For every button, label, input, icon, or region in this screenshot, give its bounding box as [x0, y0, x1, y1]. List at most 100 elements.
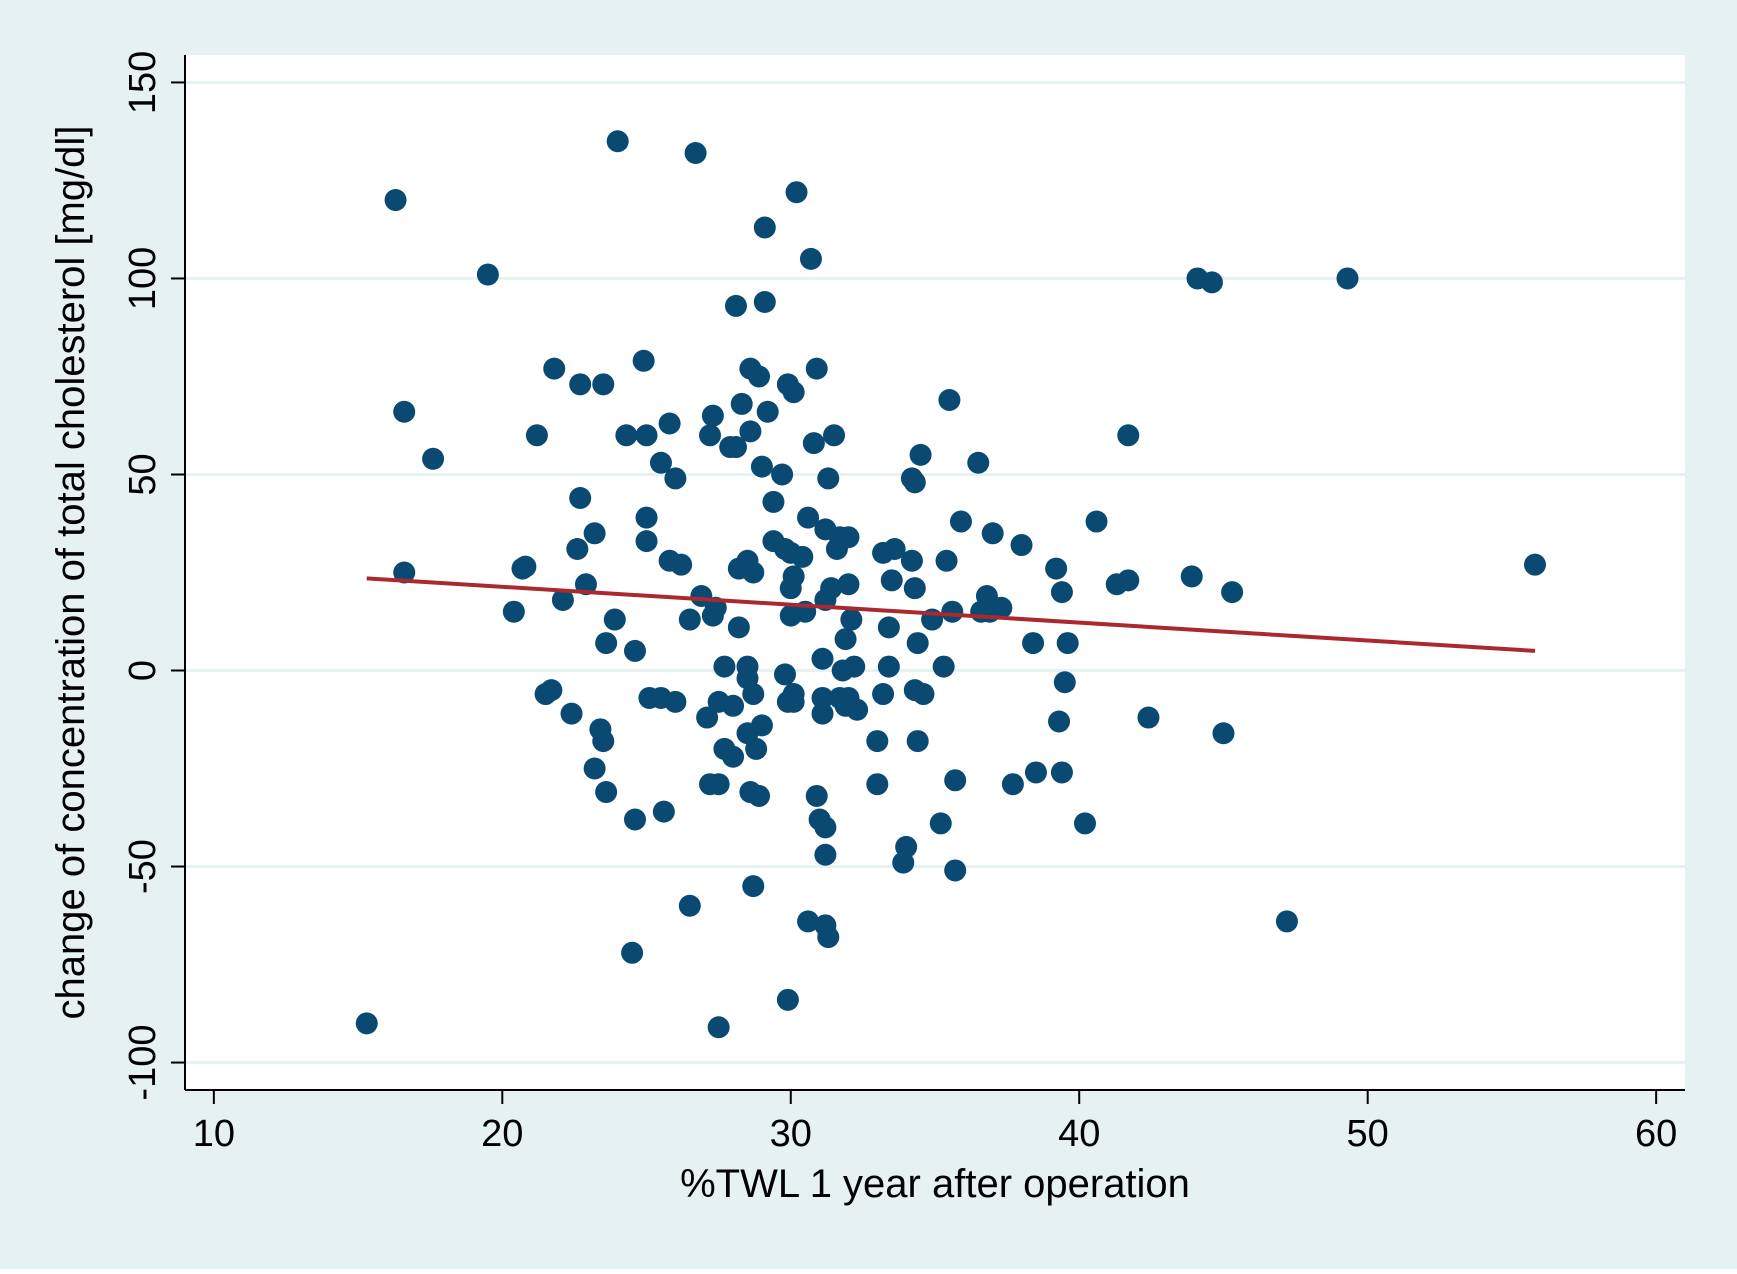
data-point [621, 941, 644, 964]
plot-area [185, 55, 1685, 1090]
data-point [866, 730, 889, 753]
data-point [566, 537, 589, 560]
data-point [724, 436, 747, 459]
data-point [817, 467, 840, 490]
data-point [355, 1012, 378, 1035]
data-point [742, 561, 765, 584]
data-point [1045, 557, 1068, 580]
fit-line [366, 576, 1536, 653]
data-point [722, 745, 745, 768]
data-point [912, 683, 935, 706]
data-point [1074, 812, 1096, 835]
data-point [1117, 569, 1140, 592]
data-point [1048, 710, 1071, 733]
data-point [805, 784, 828, 807]
data-point [944, 859, 967, 882]
data-point [750, 714, 773, 737]
x-tick-label: 50 [1347, 1113, 1389, 1155]
data-point [935, 549, 958, 572]
x-tick-label: 40 [1058, 1113, 1100, 1155]
data-point [782, 381, 805, 404]
data-point [670, 553, 693, 576]
data-point [615, 424, 638, 447]
data-point [624, 808, 646, 831]
axes: 10 20 30 40 50 60 -100 -50 0 50 100 150 [122, 51, 1685, 1155]
data-point [722, 694, 745, 717]
data-point [664, 690, 687, 713]
data-point [906, 730, 929, 753]
data-point [1050, 761, 1073, 784]
data-point [592, 730, 615, 753]
data-point [569, 487, 592, 510]
data-point [837, 573, 860, 596]
data-point [514, 555, 537, 578]
data-point [1024, 761, 1047, 784]
data-point [797, 506, 820, 529]
data-point [906, 632, 929, 655]
data-point [866, 773, 889, 796]
data-point [872, 683, 895, 706]
data-point [560, 702, 583, 725]
data-point [635, 530, 658, 553]
y-tick-label: 0 [122, 660, 164, 681]
y-axis-label: change of concentration of total cholest… [49, 126, 93, 1020]
y-tick-label: -100 [122, 1025, 164, 1101]
data-point [990, 596, 1013, 619]
data-point [540, 679, 563, 702]
data-point [880, 569, 903, 592]
data-point [823, 424, 846, 447]
data-point [583, 757, 606, 780]
data-point [753, 216, 776, 239]
data-point [843, 655, 866, 678]
data-point [909, 443, 932, 466]
data-point [967, 451, 990, 474]
data-point [883, 537, 906, 560]
data-point [785, 181, 808, 204]
data-point [724, 294, 747, 317]
data-point [938, 389, 961, 411]
data-point [476, 263, 499, 286]
data-point [840, 608, 863, 631]
data-point [799, 247, 822, 270]
x-axis-label: %TWL 1 year after operation [680, 1162, 1190, 1206]
data-point [771, 463, 794, 486]
data-point [1212, 722, 1235, 745]
data-point [1085, 510, 1108, 533]
data-point [750, 455, 773, 478]
data-point [502, 600, 525, 623]
data-point [1117, 424, 1140, 447]
data-point [782, 565, 805, 588]
y-tick-label: 50 [122, 453, 164, 495]
x-tick-label: 60 [1635, 1113, 1677, 1155]
x-tick-label: 10 [193, 1113, 235, 1155]
data-point [814, 816, 837, 839]
data-point [817, 926, 840, 949]
data-point [932, 655, 955, 678]
data-point [1053, 671, 1076, 694]
data-point [782, 690, 805, 713]
data-point [791, 545, 814, 568]
data-point [1050, 581, 1073, 604]
data-point [811, 686, 834, 709]
data-point [635, 424, 658, 447]
data-point [595, 781, 618, 804]
data-point [748, 365, 771, 388]
data-point [701, 404, 724, 427]
data-point [742, 683, 765, 706]
data-point [592, 373, 615, 396]
data-point [811, 702, 834, 725]
data-point [624, 639, 646, 662]
data-point [742, 875, 765, 898]
data-point [814, 843, 837, 866]
data-point [649, 451, 672, 474]
data-point [1524, 553, 1546, 576]
data-point [699, 424, 721, 447]
data-point [762, 490, 785, 513]
data-point [707, 1016, 730, 1039]
data-point [678, 894, 701, 917]
data-point [543, 357, 566, 380]
y-tick-label: 150 [122, 51, 164, 114]
data-point [820, 577, 843, 600]
data-point [393, 561, 416, 584]
